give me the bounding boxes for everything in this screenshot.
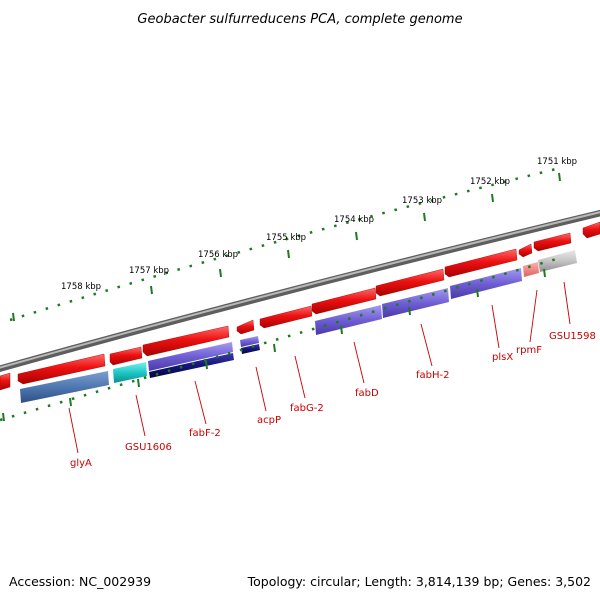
genome-backbone xyxy=(0,209,600,372)
gene-forward-5[interactable] xyxy=(236,319,255,335)
gene-forward-4[interactable] xyxy=(142,325,230,357)
genome-summary-text: Topology: circular; Length: 3,814,139 bp… xyxy=(247,574,591,589)
gene-forward-10[interactable] xyxy=(518,243,533,258)
scale-label-1754: 1754 kbp xyxy=(334,215,374,225)
gene-label-fabF2[interactable]: fabF-2 xyxy=(189,428,221,439)
gene-bar-glyA[interactable] xyxy=(20,371,109,403)
gene-label-acpP[interactable]: acpP xyxy=(257,415,281,426)
gene-forward-8[interactable] xyxy=(375,268,445,297)
gene-label-gsu1598[interactable]: GSU1598 xyxy=(549,331,596,342)
gene-label-fabD[interactable]: fabD xyxy=(355,388,379,399)
gene-label-leaders xyxy=(68,281,571,454)
scale-label-1758: 1758 kbp xyxy=(61,282,101,292)
scale-label-1757: 1757 kbp xyxy=(129,266,169,276)
scale-label-1753: 1753 kbp xyxy=(402,196,442,206)
gene-bar-fabH2[interactable] xyxy=(382,288,449,318)
gene-bar-acpP-upper[interactable] xyxy=(240,336,259,347)
gene-bar-gsu1606[interactable] xyxy=(113,362,147,383)
gene-forward-9[interactable] xyxy=(444,248,518,278)
gene-label-glyA[interactable]: glyA xyxy=(70,458,92,469)
gene-label-fabG2[interactable]: fabG-2 xyxy=(290,403,324,414)
gene-bar-rpmF[interactable] xyxy=(523,262,539,277)
scale-ticks-outer xyxy=(9,166,561,322)
map-title: Geobacter sulfurreducens PCA, complete g… xyxy=(137,12,462,27)
gene-label-gsu1606[interactable]: GSU1606 xyxy=(125,442,172,453)
gene-forward-6[interactable] xyxy=(259,305,313,329)
reverse-strand-genes xyxy=(20,250,577,403)
accession-text: Accession: NC_002939 xyxy=(9,574,151,589)
gene-label-fabH2[interactable]: fabH-2 xyxy=(416,370,450,381)
scale-ticks-inner xyxy=(0,256,561,422)
scale-label-1756: 1756 kbp xyxy=(198,250,238,260)
gene-forward-3[interactable] xyxy=(109,346,143,366)
scale-label-1752: 1752 kbp xyxy=(470,177,510,187)
gene-forward-11[interactable] xyxy=(533,232,572,252)
gene-label-rpmF[interactable]: rpmF xyxy=(516,345,542,356)
scale-label-1755: 1755 kbp xyxy=(266,233,306,243)
gene-forward-2[interactable] xyxy=(17,353,106,385)
gene-bar-fabF2-lower[interactable] xyxy=(149,353,234,378)
gene-forward-7[interactable] xyxy=(311,287,377,315)
gene-bar-gsu1598[interactable] xyxy=(538,250,577,272)
gene-bar-fabF2-upper[interactable] xyxy=(148,342,233,371)
scale-label-1751: 1751 kbp xyxy=(537,157,577,167)
forward-strand-genes xyxy=(0,221,600,391)
gene-bar-acpP-lower[interactable] xyxy=(241,344,260,354)
gene-bar-plsX[interactable] xyxy=(450,268,522,299)
gene-forward-12[interactable] xyxy=(582,221,600,239)
gene-label-plsX[interactable]: plsX xyxy=(492,352,513,363)
gene-forward-1[interactable] xyxy=(0,372,11,391)
